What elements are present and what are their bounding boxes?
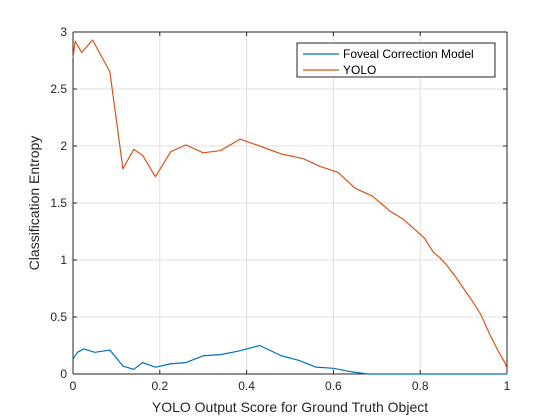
legend-label-foveal: Foveal Correction Model — [343, 47, 474, 61]
legend: Foveal Correction Model YOLO — [296, 42, 496, 78]
y-tick-label: 2.5 — [50, 82, 67, 96]
series-line-foveal-correction-model — [72, 344, 507, 375]
y-tick-label: 0 — [60, 367, 67, 381]
y-tick-label: 3 — [60, 25, 67, 39]
x-axis-label: YOLO Output Score for Ground Truth Objec… — [152, 399, 428, 415]
x-tick-label: 0.8 — [412, 379, 429, 393]
series-line-yolo — [72, 39, 508, 369]
x-tick-label: 0.6 — [325, 379, 342, 393]
legend-box — [296, 42, 496, 78]
y-tick-label: 2 — [60, 139, 67, 153]
y-tick-label: 1 — [60, 253, 67, 267]
x-tick-label: 1 — [504, 379, 511, 393]
y-tick-label: 0.5 — [50, 310, 67, 324]
x-tick-label: 0 — [70, 379, 77, 393]
series — [72, 39, 508, 375]
x-tick-label: 0.2 — [151, 379, 168, 393]
x-tick-label: 0.4 — [238, 379, 255, 393]
legend-label-yolo: YOLO — [343, 63, 376, 77]
y-tick-label: 1.5 — [50, 196, 67, 210]
y-axis-label: Classification Entropy — [26, 136, 42, 271]
ticks: 0 0.2 0.4 0.6 0.8 1 0 0.5 1 1.5 2 2.5 3 — [50, 25, 510, 393]
